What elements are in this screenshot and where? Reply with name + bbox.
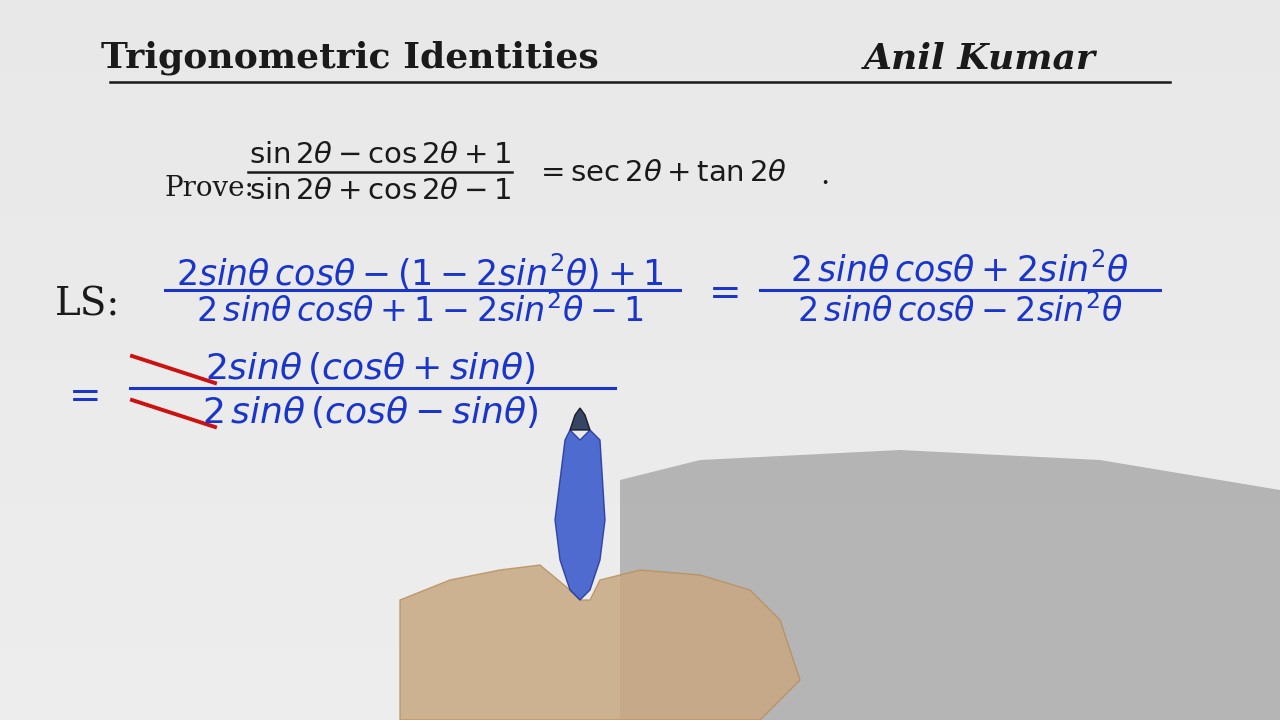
Bar [0, 468, 1280, 504]
Text: $2\,\mathit{sin\theta}\,\mathit{cos\theta} + 2\mathit{sin}^2\theta$: $2\,\mathit{sin\theta}\,\mathit{cos\thet… [790, 252, 1130, 288]
Text: $=$: $=$ [61, 377, 99, 413]
Bar [0, 288, 1280, 324]
Text: $= \sec 2\theta + \tan 2\theta$: $= \sec 2\theta + \tan 2\theta$ [535, 159, 787, 187]
Text: Prove:: Prove: [165, 174, 255, 202]
Text: $\sin 2\theta - \cos 2\theta + 1$: $\sin 2\theta - \cos 2\theta + 1$ [248, 141, 511, 169]
Bar [0, 504, 1280, 540]
Text: $\sin 2\theta + \cos 2\theta - 1$: $\sin 2\theta + \cos 2\theta - 1$ [248, 177, 511, 205]
Text: .: . [820, 162, 829, 190]
Bar [0, 432, 1280, 468]
Bar [0, 612, 1280, 648]
Text: $2\,\mathit{sin\theta}\,\mathit{cos\theta} + 1 - 2\mathit{sin}^2\theta - 1$: $2\,\mathit{sin\theta}\,\mathit{cos\thet… [196, 294, 644, 330]
Bar [0, 576, 1280, 612]
Bar [0, 180, 1280, 216]
Polygon shape [570, 408, 590, 430]
Polygon shape [556, 430, 605, 600]
Bar [0, 216, 1280, 252]
Bar [0, 648, 1280, 684]
Text: LS:: LS: [55, 287, 120, 323]
Polygon shape [399, 565, 800, 720]
Bar [0, 540, 1280, 576]
Bar [0, 324, 1280, 360]
Text: $2\,\mathit{sin\theta}\,\mathit{cos\theta} - 2\mathit{sin}^2\theta$: $2\,\mathit{sin\theta}\,\mathit{cos\thet… [797, 294, 1123, 330]
Text: $2\,\mathit{sin\theta}\,(\mathit{cos\theta} - \mathit{sin\theta})$: $2\,\mathit{sin\theta}\,(\mathit{cos\the… [202, 394, 539, 430]
Bar [0, 684, 1280, 720]
Bar [0, 144, 1280, 180]
Text: Anil Kumar: Anil Kumar [864, 41, 1096, 75]
Bar [0, 108, 1280, 144]
Text: $=$: $=$ [701, 274, 739, 310]
Bar [0, 252, 1280, 288]
Text: $2\mathit{sin\theta}\,\mathit{cos\theta} - (1 - 2\mathit{sin}^2\theta) + 1$: $2\mathit{sin\theta}\,\mathit{cos\theta}… [177, 251, 664, 292]
Text: $2\mathit{sin\theta}\,(\mathit{cos\theta} + \mathit{sin\theta})$: $2\mathit{sin\theta}\,(\mathit{cos\theta… [205, 350, 535, 386]
Bar [0, 360, 1280, 396]
Bar [0, 36, 1280, 72]
Text: Trigonometric Identities: Trigonometric Identities [101, 41, 599, 76]
Polygon shape [620, 450, 1280, 720]
Bar [0, 396, 1280, 432]
Bar [0, 72, 1280, 108]
Bar [0, 0, 1280, 36]
